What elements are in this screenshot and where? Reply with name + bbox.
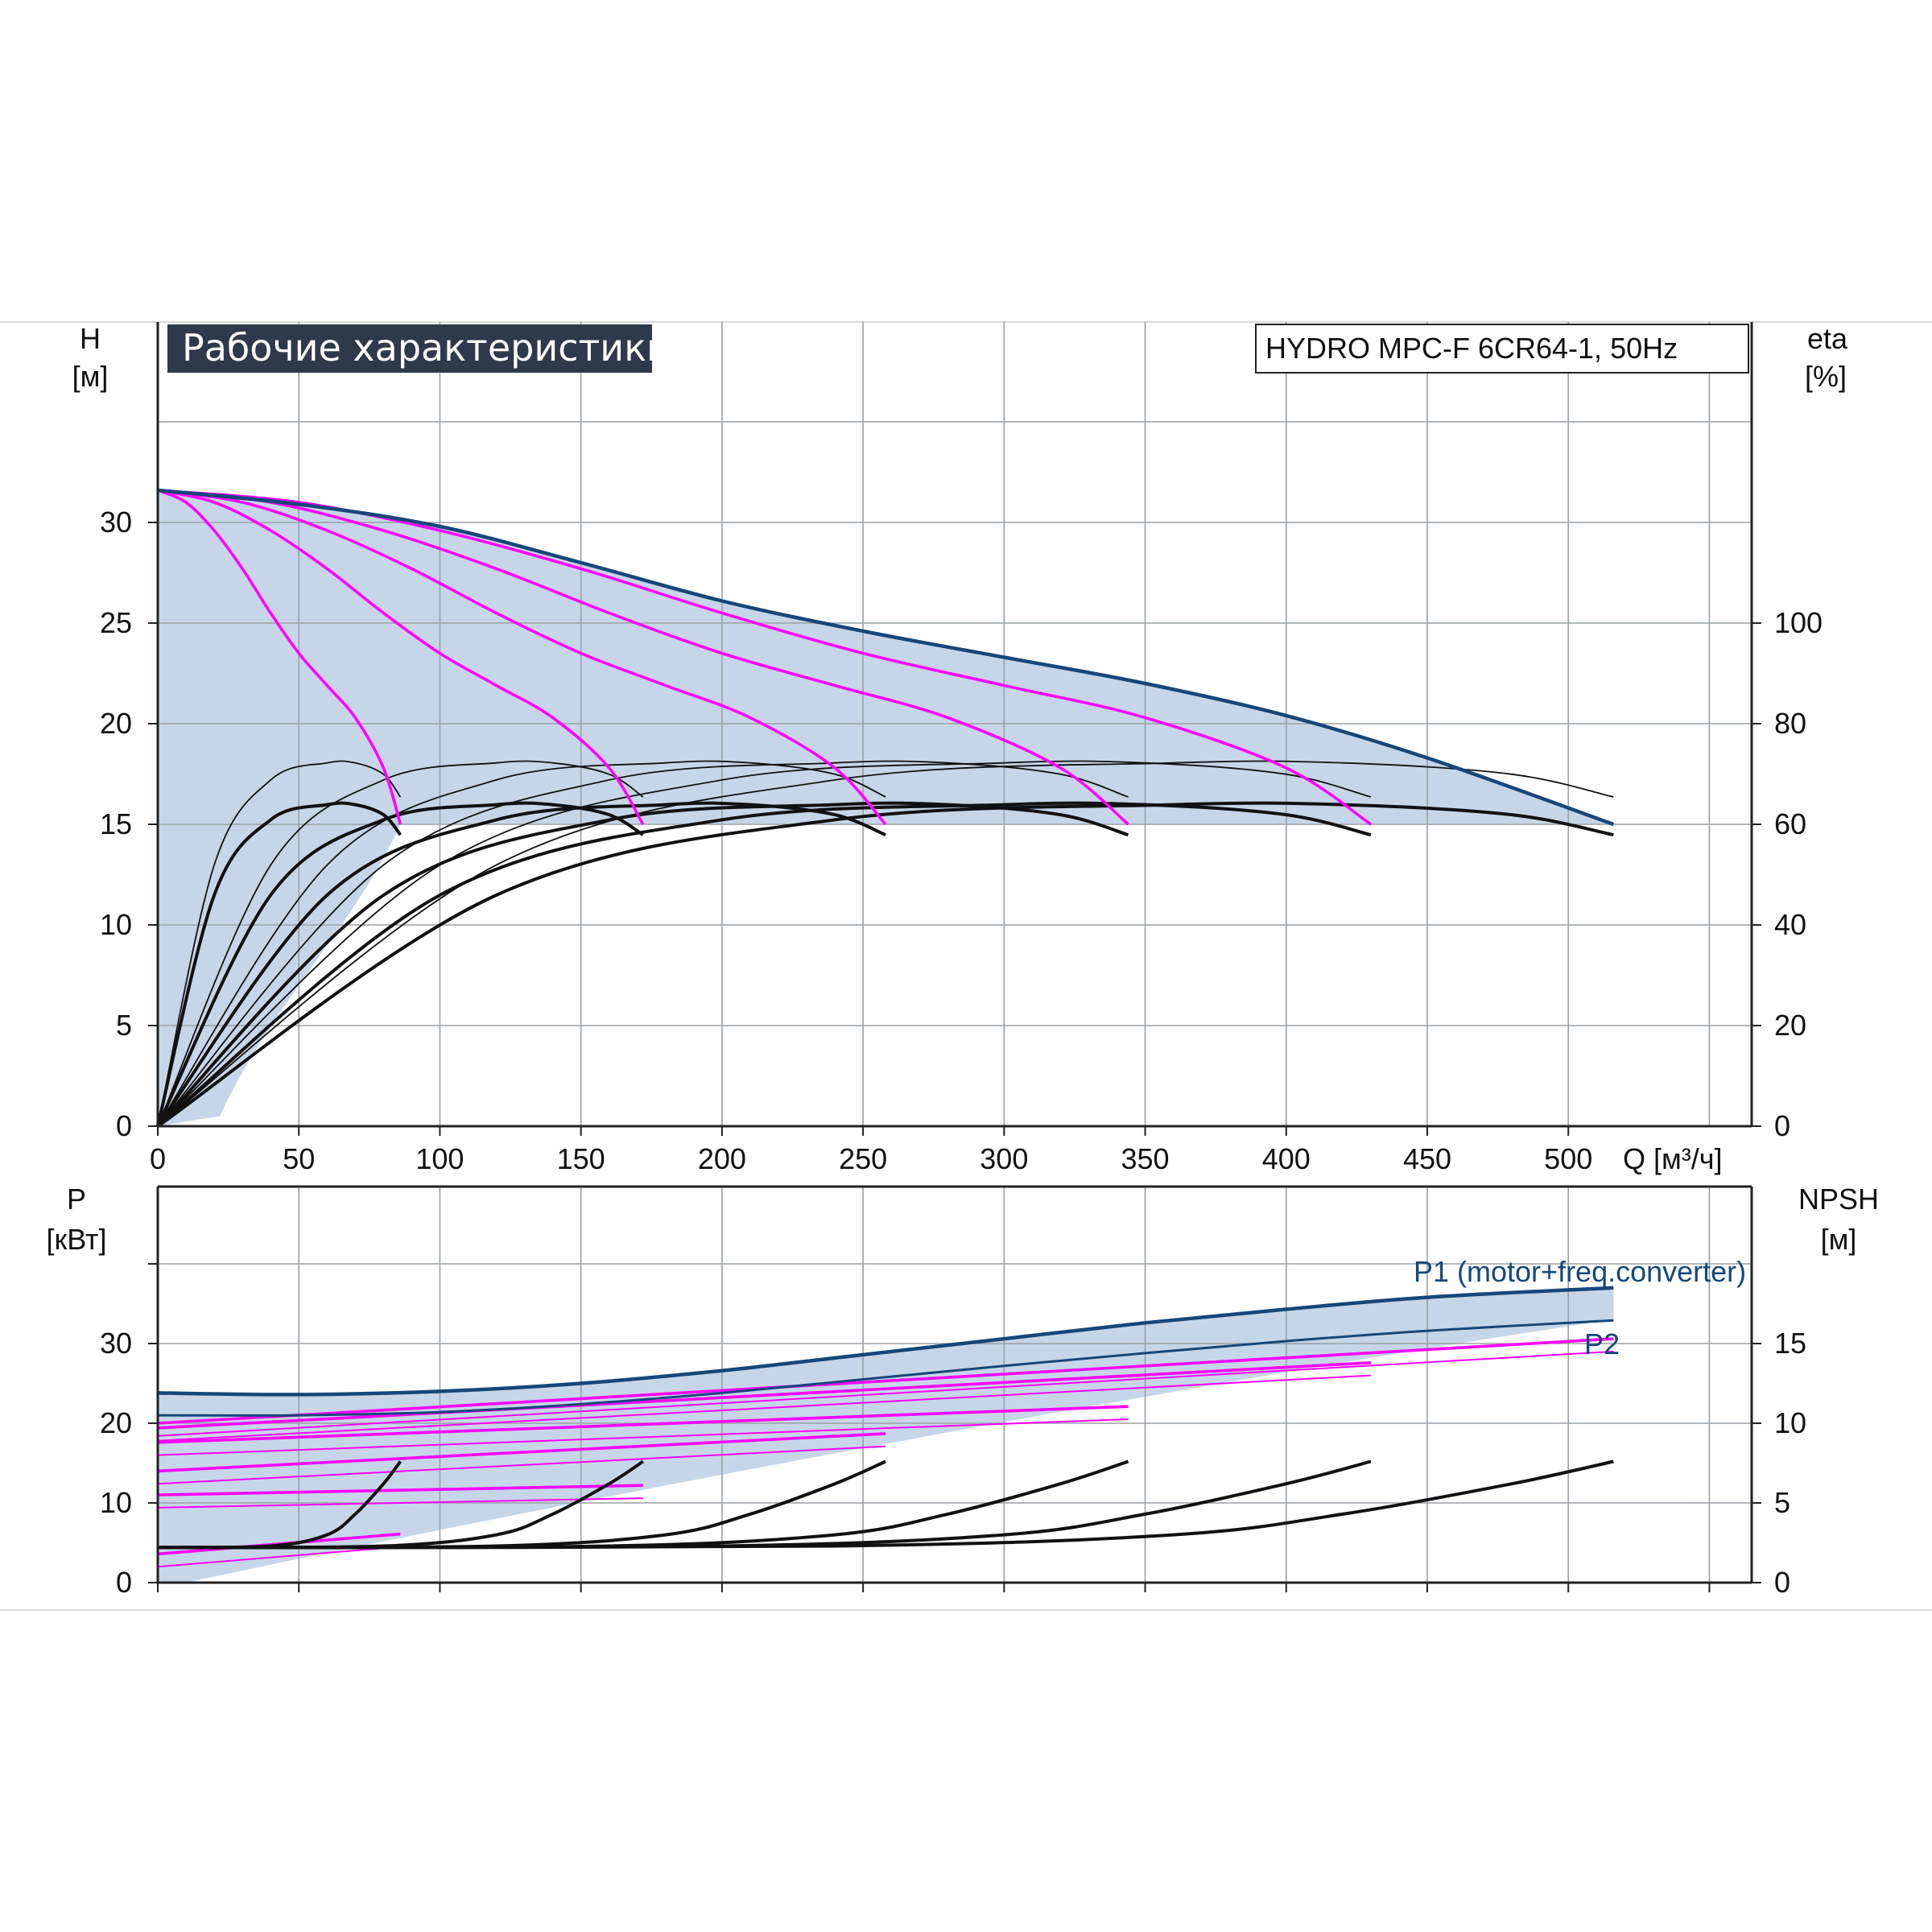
q-tick-label: 250 bbox=[839, 1142, 887, 1175]
h-axis-unit: [м] bbox=[72, 360, 109, 393]
pump-power-curve bbox=[157, 1405, 1129, 1444]
h-tick-label: 0 bbox=[116, 1109, 132, 1142]
h-tick-label: 15 bbox=[100, 807, 132, 840]
pump-shaft-power-curve bbox=[157, 1445, 886, 1485]
head-envelope-curve bbox=[157, 488, 1615, 827]
efficiency-curve-thin bbox=[157, 760, 1372, 1127]
eta-tick-label: 40 bbox=[1774, 908, 1806, 941]
h-tick-label: 10 bbox=[100, 908, 132, 941]
npsh-tick-label: 10 bbox=[1774, 1406, 1806, 1439]
q-tick-label: 400 bbox=[1262, 1142, 1311, 1175]
efficiency-curve bbox=[156, 801, 1372, 1128]
p2-series-label: P2 bbox=[1584, 1327, 1620, 1360]
efficiency-curve bbox=[156, 801, 1614, 1128]
efficiency-curve bbox=[156, 801, 1129, 1128]
eta-tick-label: 60 bbox=[1774, 807, 1806, 840]
efficiency-curve-thin bbox=[157, 760, 644, 1127]
q-tick-label: 200 bbox=[698, 1142, 746, 1175]
eta-axis-label: eta bbox=[1807, 322, 1848, 355]
q-tick-label: 100 bbox=[415, 1142, 464, 1175]
p1-curve bbox=[157, 1286, 1614, 1397]
pump-shaft-power-curve bbox=[157, 1418, 1129, 1456]
p2-curve bbox=[157, 1319, 1614, 1417]
pump-head-curve bbox=[157, 489, 402, 825]
p-axis-unit: [кВт] bbox=[46, 1223, 106, 1256]
efficiency-curves bbox=[156, 760, 1614, 1128]
q-tick-label: 0 bbox=[150, 1142, 166, 1175]
npsh-tick-label: 15 bbox=[1774, 1327, 1806, 1360]
power-range-band bbox=[158, 1287, 1614, 1583]
pump-power-curve bbox=[157, 1484, 643, 1496]
npsh-tick-label: 0 bbox=[1774, 1566, 1790, 1599]
pump-head-curve bbox=[157, 489, 645, 825]
h-axis-label: H bbox=[80, 322, 101, 355]
efficiency-curve-thin bbox=[157, 760, 1129, 1127]
q-tick-label: 450 bbox=[1403, 1142, 1451, 1175]
p1-series-label: P1 (motor+freq.converter) bbox=[1414, 1255, 1746, 1288]
npsh-curve bbox=[157, 1459, 1614, 1550]
chart-title: Рабочие характеристики bbox=[182, 326, 671, 369]
p-tick-label: 10 bbox=[100, 1486, 132, 1519]
head-grid bbox=[158, 322, 1752, 1126]
q-tick-label: 500 bbox=[1544, 1142, 1592, 1175]
q-axis-label: Q [м³/ч] bbox=[1623, 1142, 1723, 1175]
p1-p2-curves bbox=[157, 1286, 1614, 1417]
efficiency-curve bbox=[156, 801, 644, 1127]
p-axis-label: P bbox=[67, 1183, 86, 1216]
pump-power-curve bbox=[157, 1361, 1371, 1430]
power-range-area bbox=[158, 1287, 1614, 1583]
efficiency-curve-thin bbox=[157, 760, 402, 1127]
chart-title-box bbox=[167, 324, 652, 373]
power-panel: 0 10 20 30 0 5 10 15 P [кВт] NPSH [м] P1 (motor… bbox=[46, 1183, 1879, 1599]
model-label: HYDRO MPC-F 6CR64-1, 50Hz bbox=[1265, 332, 1678, 365]
pump-head-curve bbox=[157, 489, 1129, 826]
h-tick-label: 5 bbox=[116, 1009, 132, 1042]
npsh-curves bbox=[157, 1459, 1614, 1550]
eta-tick-label: 20 bbox=[1774, 1009, 1806, 1042]
power-axes bbox=[156, 1185, 1753, 1584]
q-tick-label: 50 bbox=[283, 1142, 315, 1175]
power-tick-labels: 0 10 20 30 0 5 10 15 bbox=[100, 1263, 1806, 1599]
efficiency-curve bbox=[156, 801, 402, 1127]
pump-power-curve bbox=[157, 1432, 886, 1473]
head-panel: 0 50 100 150 200 250 300 350 400 450 5000510152025… bbox=[72, 322, 1848, 1175]
pump-shaft-power-curve bbox=[157, 1350, 1614, 1437]
pump-head-curve bbox=[157, 489, 887, 826]
power-grid bbox=[158, 1187, 1752, 1583]
q-tick-label: 150 bbox=[557, 1142, 605, 1175]
q-tick-label: 300 bbox=[980, 1142, 1028, 1175]
p-tick-label: 20 bbox=[100, 1406, 132, 1439]
head-tick-labels: 0 50 100 150 200 250 300 350 400 450 5000510152025… bbox=[100, 506, 1823, 1175]
pump-shaft-power-curve bbox=[157, 1497, 643, 1509]
eta-tick-label: 0 bbox=[1774, 1109, 1790, 1142]
npsh-axis-label: NPSH bbox=[1798, 1183, 1879, 1216]
p-tick-label: 30 bbox=[100, 1327, 132, 1360]
head-curves bbox=[157, 488, 1615, 827]
npsh-axis-unit: [м] bbox=[1821, 1223, 1857, 1256]
p-tick-label: 0 bbox=[116, 1566, 132, 1599]
model-box bbox=[1255, 324, 1749, 374]
pump-shaft-power-curve bbox=[157, 1374, 1371, 1442]
npsh-tick-label: 5 bbox=[1774, 1486, 1790, 1519]
eta-axis-unit: [%] bbox=[1805, 360, 1847, 393]
h-tick-label: 25 bbox=[100, 606, 132, 639]
eta-tick-label: 100 bbox=[1774, 606, 1823, 639]
eta-tick-label: 80 bbox=[1774, 707, 1806, 740]
q-tick-label: 350 bbox=[1121, 1142, 1170, 1175]
h-tick-label: 20 bbox=[100, 707, 132, 740]
h-tick-label: 30 bbox=[100, 506, 132, 539]
